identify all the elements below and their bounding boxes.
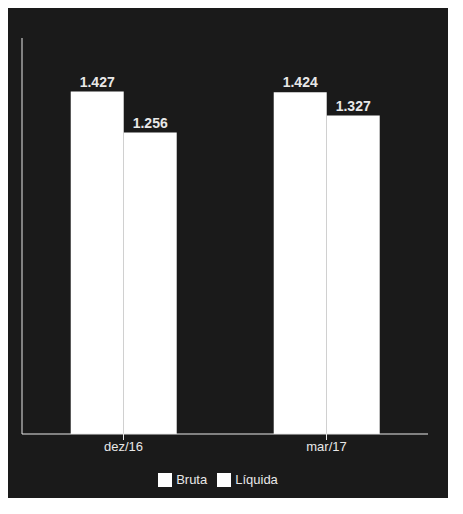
svg-text:1.424: 1.424 <box>283 74 318 90</box>
html-text:Líquida: Líquida <box>235 472 278 487</box>
svg-text:1.327: 1.327 <box>336 98 371 114</box>
svg-text:mar/17: mar/17 <box>306 439 346 454</box>
html-text:Bruta: Bruta <box>176 472 208 487</box>
svg-text:1.427: 1.427 <box>80 74 115 90</box>
svg-text:1.256: 1.256 <box>133 115 168 131</box>
svg-text:dez/16: dez/16 <box>104 439 143 454</box>
